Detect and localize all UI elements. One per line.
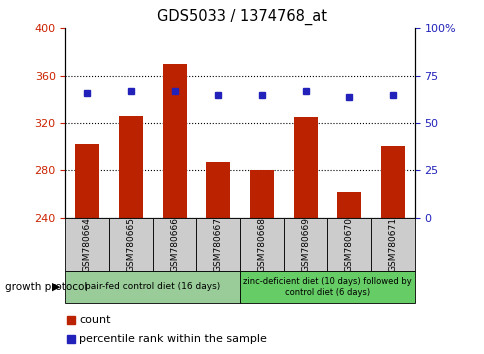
Bar [327, 218, 370, 271]
Bar [152, 218, 196, 271]
Text: GSM780669: GSM780669 [301, 217, 309, 272]
Text: ▶: ▶ [52, 282, 60, 292]
Text: percentile rank within the sample: percentile rank within the sample [79, 333, 267, 344]
Bar [65, 271, 240, 303]
Text: GSM780664: GSM780664 [83, 217, 91, 272]
Text: zinc-deficient diet (10 days) followed by
control diet (6 days): zinc-deficient diet (10 days) followed b… [242, 277, 411, 297]
Bar [240, 218, 283, 271]
Bar [283, 218, 327, 271]
Bar [75, 144, 99, 218]
Text: GSM780665: GSM780665 [126, 217, 135, 272]
Bar [293, 117, 317, 218]
Bar [240, 271, 414, 303]
Text: GSM780667: GSM780667 [213, 217, 222, 272]
Text: count: count [79, 315, 111, 325]
Text: pair-fed control diet (16 days): pair-fed control diet (16 days) [85, 282, 220, 291]
Bar [249, 170, 273, 218]
Bar [65, 218, 109, 271]
Text: GDS5033 / 1374768_at: GDS5033 / 1374768_at [157, 9, 327, 25]
Bar [370, 218, 414, 271]
Text: GSM780671: GSM780671 [388, 217, 396, 272]
Bar [336, 192, 361, 218]
Bar [380, 145, 404, 218]
Text: growth protocol: growth protocol [5, 282, 87, 292]
Text: GSM780666: GSM780666 [170, 217, 179, 272]
Bar [119, 116, 143, 218]
Bar [196, 218, 240, 271]
Bar [206, 162, 230, 218]
Text: GSM780668: GSM780668 [257, 217, 266, 272]
Bar [162, 64, 186, 218]
Text: GSM780670: GSM780670 [344, 217, 353, 272]
Bar [109, 218, 152, 271]
